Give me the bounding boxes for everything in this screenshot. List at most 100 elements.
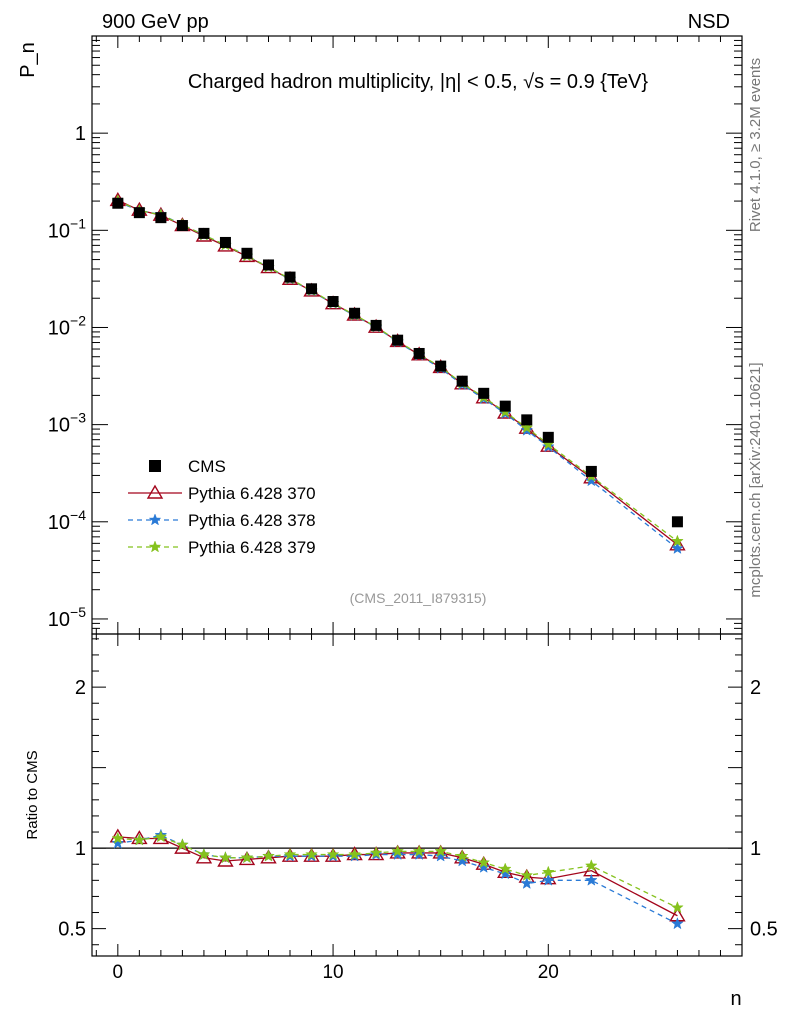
chart-title: Charged hadron multiplicity, |η| < 0.5, … bbox=[188, 71, 648, 93]
mcplots-label: mcplots.cern.ch [arXiv:2401.10621] bbox=[747, 362, 764, 597]
cms-data-point bbox=[499, 400, 511, 412]
ratio-2-point bbox=[111, 836, 125, 849]
cms-data-point bbox=[176, 220, 188, 232]
cms-data-point bbox=[241, 247, 253, 259]
ratio-3-point bbox=[326, 847, 340, 860]
ratio-tick-label: 2 bbox=[75, 677, 86, 699]
ratio-2-point bbox=[541, 873, 555, 886]
ratio-2-point bbox=[477, 860, 491, 873]
cms-data-point bbox=[521, 414, 533, 426]
x-tick-label: 10 bbox=[322, 962, 343, 983]
rivet-label: Rivet 4.1.0, ≥ 3.2M events bbox=[747, 58, 764, 232]
ratio-2-point bbox=[584, 873, 598, 886]
ratio-2-point bbox=[498, 867, 512, 880]
ratio-1-point bbox=[497, 863, 514, 878]
axis-ticks: 0 10 20 10−5 10−4 10−3 10−2 10−1 1 0.5 0.5 1 1 2 2 bbox=[48, 36, 778, 983]
ratio-3-point bbox=[498, 862, 512, 875]
series-3-point bbox=[671, 534, 684, 547]
ratio-2-point bbox=[520, 876, 534, 889]
ratio-2-point bbox=[455, 854, 469, 867]
legend-cms-label: CMS bbox=[188, 457, 226, 476]
cms-data-point bbox=[392, 334, 404, 346]
ratio-3-point bbox=[111, 831, 125, 844]
cms-data-point bbox=[133, 207, 145, 219]
cms-data-point bbox=[478, 387, 490, 399]
ratio-1-point bbox=[217, 852, 234, 867]
ratio-3-point bbox=[584, 859, 598, 872]
y-axis-title: P_n bbox=[17, 42, 39, 78]
y-tick-label: 1 bbox=[75, 123, 86, 145]
ratio-3-point bbox=[369, 846, 383, 859]
cms-data-point bbox=[112, 197, 124, 209]
main-plot-marks bbox=[109, 191, 686, 554]
legend-marker-3 bbox=[148, 540, 162, 553]
series-2-point bbox=[671, 541, 684, 554]
ratio-3-point bbox=[262, 849, 275, 862]
cms-data-point bbox=[349, 307, 361, 319]
ratio-line-3 bbox=[117, 836, 678, 909]
cms-data-point bbox=[306, 283, 318, 295]
ratio-2-point bbox=[434, 849, 448, 862]
legend-marker-1 bbox=[146, 484, 164, 499]
ratio-tick-label-right: 1 bbox=[750, 838, 761, 860]
x-tick-label: 20 bbox=[538, 962, 559, 983]
ratio-3-point bbox=[455, 849, 469, 862]
ratio-axis-title: Ratio to CMS bbox=[24, 750, 41, 839]
legend-label-3: Pythia 6.428 379 bbox=[188, 538, 316, 557]
ratio-tick-label-right: 0.5 bbox=[750, 919, 778, 941]
cms-data-point bbox=[456, 375, 468, 387]
ratio-3-point bbox=[305, 847, 318, 860]
cms-data-point bbox=[585, 465, 597, 477]
cms-data-point bbox=[284, 271, 296, 283]
series-3-point bbox=[520, 420, 534, 434]
ratio-3-point bbox=[477, 855, 491, 869]
ratio-1-point bbox=[260, 849, 277, 864]
ratio-3-point bbox=[197, 847, 211, 860]
y-tick-label: 10−2 bbox=[48, 312, 86, 339]
ratio-3-point bbox=[412, 844, 426, 857]
ratio-3-point bbox=[541, 865, 555, 878]
ratio-3-point bbox=[240, 851, 254, 864]
ratio-3-point bbox=[176, 838, 189, 851]
y-tick-label: 10−5 bbox=[48, 604, 86, 631]
ratio-3-point bbox=[219, 851, 232, 864]
ratio-3-point bbox=[520, 868, 534, 881]
ratio-3-point bbox=[434, 844, 448, 857]
cms-data-point bbox=[435, 360, 447, 372]
ratio-tick-label: 1 bbox=[75, 838, 86, 860]
y-tick-label: 10−3 bbox=[48, 410, 86, 437]
cms-data-point bbox=[219, 236, 231, 248]
x-tick-label: 0 bbox=[113, 962, 124, 983]
legend-label-1: Pythia 6.428 370 bbox=[188, 484, 316, 503]
cms-data-point bbox=[370, 319, 382, 331]
header-right: NSD bbox=[688, 11, 730, 33]
ratio-2-point bbox=[671, 917, 684, 930]
series-2-point bbox=[584, 474, 598, 487]
cms-data-point bbox=[262, 259, 274, 271]
ratio-1-point bbox=[174, 839, 191, 854]
analysis-tag: (CMS_2011_I879315) bbox=[350, 590, 487, 606]
ratio-plot-frame bbox=[91, 633, 743, 957]
cms-data-point bbox=[155, 212, 167, 224]
ratio-tick-label: 0.5 bbox=[58, 919, 86, 941]
cms-data-point bbox=[542, 431, 554, 443]
legend-cms-marker bbox=[149, 460, 161, 472]
ratio-1-point bbox=[540, 870, 557, 885]
x-axis-title: n bbox=[730, 988, 741, 1010]
ratio-3-point bbox=[671, 900, 684, 914]
header-left: 900 GeV pp bbox=[102, 11, 209, 33]
cms-data-point bbox=[198, 227, 210, 239]
cms-data-point bbox=[327, 296, 339, 308]
y-tick-label: 10−1 bbox=[48, 215, 86, 242]
ratio-3-point bbox=[283, 847, 297, 860]
ratio-plot-marks bbox=[92, 828, 742, 930]
ratio-3-point bbox=[132, 833, 146, 846]
legend-marker-2 bbox=[148, 513, 162, 526]
ratio-1-point bbox=[195, 849, 213, 864]
ratio-tick-label-right: 2 bbox=[750, 677, 761, 699]
ratio-1-point bbox=[131, 830, 148, 845]
cms-data-point bbox=[413, 347, 425, 359]
y-tick-label: 10−4 bbox=[48, 507, 86, 534]
cms-data-point bbox=[671, 516, 683, 528]
